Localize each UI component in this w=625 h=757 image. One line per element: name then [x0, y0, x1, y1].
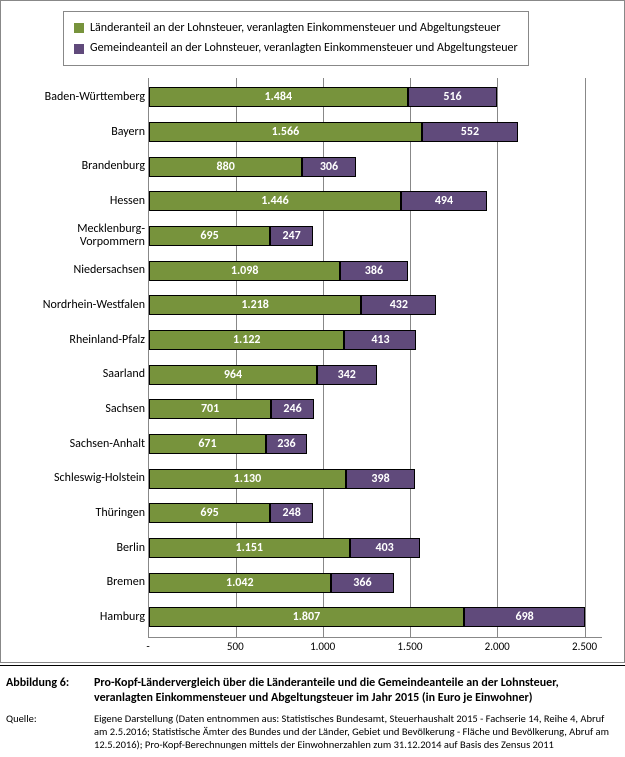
caption-block: Abbildung 6: Pro-Kopf-Ländervergleich üb… [0, 665, 625, 757]
bar-laender: 1.807 [149, 607, 464, 627]
category-label: Berlin [17, 542, 149, 555]
category-label: Niedersachsen [17, 264, 149, 277]
legend-swatch-laender [74, 23, 84, 33]
bar-row: Bremen1.042366 [149, 569, 602, 597]
bar-gemeinde: 247 [270, 226, 313, 246]
source-text: Eigene Darstellung (Daten entnommen aus:… [94, 712, 619, 751]
bar-gemeinde: 386 [340, 261, 407, 281]
category-label: Saarland [17, 368, 149, 381]
plot-area: Baden-Württemberg1.484516 Bayern1.566552 B… [148, 78, 602, 638]
legend-item: Gemeindeanteil an der Lohnsteuer, veranl… [74, 38, 518, 58]
bar-laender: 1.042 [149, 573, 331, 593]
source-label: Quelle: [6, 712, 84, 751]
bar-row: Saarland964342 [149, 361, 602, 389]
category-label: Sachsen [17, 403, 149, 416]
x-tick-label: 2.500 [572, 640, 597, 653]
bar-row: Rheinland-Pfalz1.122413 [149, 326, 602, 354]
bar-gemeinde: 403 [350, 538, 420, 558]
legend-swatch-gemeinde [74, 44, 84, 54]
bar-gemeinde: 366 [331, 573, 395, 593]
bar-gemeinde: 432 [361, 295, 436, 315]
bar-row: Niedersachsen1.098386 [149, 257, 602, 285]
bar-laender: 1.151 [149, 538, 350, 558]
bar-laender: 671 [149, 434, 266, 454]
bar-gemeinde: 236 [266, 434, 307, 454]
bar-laender: 1.484 [149, 87, 408, 107]
bar-laender: 1.122 [149, 330, 344, 350]
caption-label: Abbildung 6: [6, 676, 84, 706]
caption-row: Abbildung 6: Pro-Kopf-Ländervergleich üb… [6, 676, 619, 706]
category-label: Mecklenburg-Vorpommern [17, 223, 149, 248]
bar-gemeinde: 494 [401, 191, 487, 211]
bar-laender: 701 [149, 399, 271, 419]
bar-row: Mecklenburg-Vorpommern695247 [149, 222, 602, 250]
bar-gemeinde: 248 [270, 503, 313, 523]
bar-row: Baden-Württemberg1.484516 [149, 83, 602, 111]
bar-rows: Baden-Württemberg1.484516 Bayern1.566552 B… [149, 78, 602, 637]
x-tick-label: - [146, 640, 149, 653]
legend: Länderanteil an der Lohnsteuer, veranlag… [63, 11, 529, 66]
legend-item: Länderanteil an der Lohnsteuer, veranlag… [74, 18, 518, 38]
bar-row: Schleswig-Holstein1.130398 [149, 465, 602, 493]
bar-laender: 880 [149, 157, 302, 177]
category-label: Bremen [17, 576, 149, 589]
category-label: Hessen [17, 195, 149, 208]
bar-gemeinde: 698 [464, 607, 586, 627]
x-tick-label: 1.000 [310, 640, 335, 653]
source-row: Quelle: Eigene Darstellung (Daten entnom… [6, 712, 619, 751]
category-label: Schleswig-Holstein [17, 472, 149, 485]
bar-gemeinde: 342 [317, 365, 377, 385]
bar-laender: 1.446 [149, 191, 401, 211]
category-label: Bayern [17, 126, 149, 139]
bar-row: Brandenburg880306 [149, 153, 602, 181]
bar-row: Sachsen-Anhalt671236 [149, 430, 602, 458]
bar-laender: 964 [149, 365, 317, 385]
bar-row: Berlin1.151403 [149, 534, 602, 562]
bar-laender: 1.130 [149, 469, 346, 489]
bar-row: Bayern1.566552 [149, 118, 602, 146]
x-tick-label: 500 [227, 640, 244, 653]
legend-label: Länderanteil an der Lohnsteuer, veranlag… [90, 18, 501, 38]
chart-body: Baden-Württemberg1.484516Bayern1.566552B… [13, 78, 612, 658]
bar-laender: 695 [149, 503, 270, 523]
category-label: Sachsen-Anhalt [17, 438, 149, 451]
bar-laender: 1.566 [149, 122, 422, 142]
category-label: Brandenburg [17, 160, 149, 173]
category-label: Hamburg [17, 611, 149, 624]
caption-text: Pro-Kopf-Ländervergleich über die Länder… [94, 676, 619, 706]
category-label: Rheinland-Pfalz [17, 334, 149, 347]
bar-gemeinde: 246 [271, 399, 314, 419]
category-label: Nordrhein-Westfalen [17, 299, 149, 312]
x-tick-label: 1.500 [397, 640, 422, 653]
bar-gemeinde: 552 [422, 122, 518, 142]
x-tick-label: 2.000 [485, 640, 510, 653]
bar-gemeinde: 413 [344, 330, 416, 350]
bar-row: Nordrhein-Westfalen1.218432 [149, 291, 602, 319]
bar-row: Sachsen701246 [149, 395, 602, 423]
bar-gemeinde: 398 [346, 469, 415, 489]
legend-label: Gemeindeanteil an der Lohnsteuer, veranl… [90, 38, 518, 58]
bar-gemeinde: 516 [408, 87, 498, 107]
category-label: Baden-Württemberg [17, 91, 149, 104]
bar-laender: 695 [149, 226, 270, 246]
category-label: Thüringen [17, 507, 149, 520]
bar-row: Hamburg1.807698 [149, 603, 602, 631]
bar-row: Thüringen695248 [149, 499, 602, 527]
bar-gemeinde: 306 [302, 157, 355, 177]
chart-container: Länderanteil an der Lohnsteuer, veranlag… [0, 0, 625, 663]
bar-row: Hessen1.446494 [149, 187, 602, 215]
x-axis: - 500 1.000 1.500 2.000 2.500 [148, 640, 602, 658]
bar-laender: 1.098 [149, 261, 340, 281]
bar-laender: 1.218 [149, 295, 361, 315]
